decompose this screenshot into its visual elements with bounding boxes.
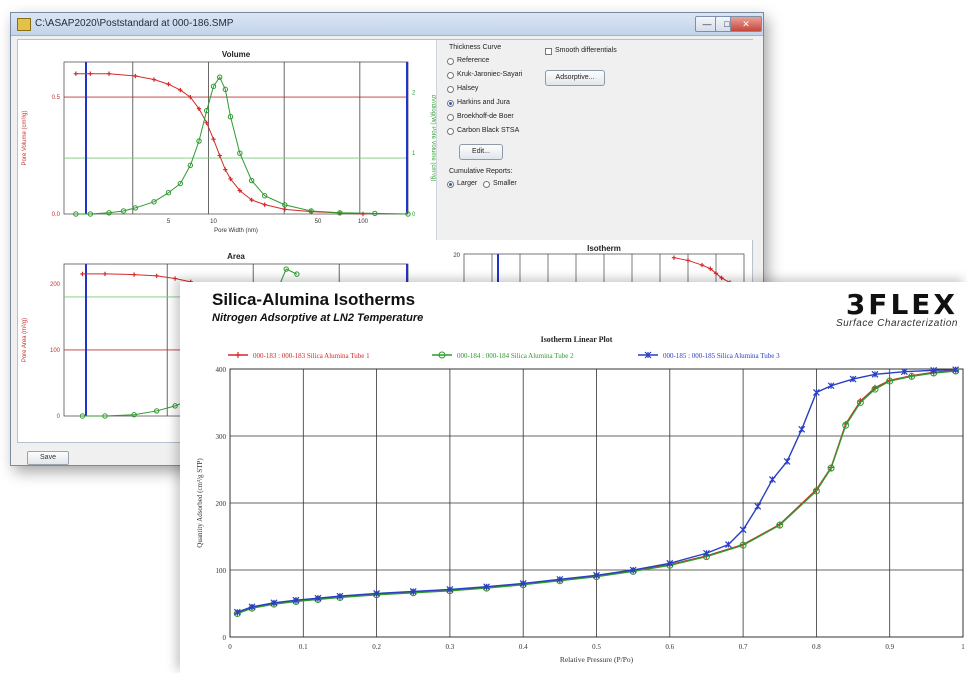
y-tick-label: 400 xyxy=(216,366,227,374)
y-tick-label: 0.5 xyxy=(52,95,61,101)
thickness-radio[interactable] xyxy=(447,86,454,93)
x-tick-label: 0 xyxy=(228,643,232,651)
brand-logo: 3FLEX Surface Characterization xyxy=(794,288,964,332)
volume-chart: Volume 5 10 50 100 0.0 0.5 0 1 2 Pore Width (nm) Po… xyxy=(18,40,438,240)
y-tick-label: 20 xyxy=(453,253,460,259)
y-tick-label: 200 xyxy=(50,282,61,288)
x-tick-label: 10 xyxy=(210,219,217,225)
x-tick-label: 0.4 xyxy=(519,643,528,651)
thickness-curve-title: Thickness Curve xyxy=(449,44,501,51)
y-tick-label: 200 xyxy=(216,500,227,508)
x-tick-label: 1 xyxy=(961,643,965,651)
thickness-radio[interactable] xyxy=(447,58,454,65)
y2-tick-label: 0 xyxy=(412,212,416,218)
y-tick-label: 0 xyxy=(223,634,227,642)
chart-title: Isotherm Linear Plot xyxy=(541,335,613,344)
adsorptive-button[interactable]: Adsorptive... xyxy=(545,70,605,86)
report-subtitle: Nitrogen Adsorptive at LN2 Temperature xyxy=(212,312,423,324)
cumulative-smaller-label: Smaller xyxy=(493,180,517,187)
app-icon xyxy=(17,18,31,31)
thickness-radio[interactable] xyxy=(447,128,454,135)
thickness-option-label: Kruk-Jaroniec-Sayari xyxy=(457,71,522,78)
window-title: C:\ASAP2020\Poststandard at 000-186.SMP xyxy=(35,18,233,29)
chart-title: Volume xyxy=(222,50,251,59)
report-title: Silica-Alumina Isotherms xyxy=(212,290,415,310)
x-tick-label: 0.7 xyxy=(739,643,748,651)
smooth-differentials-checkbox[interactable] xyxy=(545,48,552,55)
thickness-option-label: Carbon Black STSA xyxy=(457,127,519,134)
y2-tick-label: 1 xyxy=(412,151,416,157)
brand-name: 3FLEX xyxy=(846,288,958,321)
legend-entry: 000-184 : 000-184 Silica Alumina Tube 2 xyxy=(457,352,574,360)
y-axis-label: Pore Area (m²/g) xyxy=(22,318,28,362)
thickness-option-label: Halsey xyxy=(457,85,478,92)
legend-entry: 000-185 : 000-185 Silica Alumina Tube 3 xyxy=(663,352,780,360)
control-panel: Thickness Curve Reference Kruk-Jaroniec-S… xyxy=(436,40,753,240)
thickness-option-label: Broekhoff-de Boer xyxy=(457,113,514,120)
brand-tagline: Surface Characterization xyxy=(836,318,958,329)
cumulative-smaller-radio[interactable] xyxy=(483,181,490,188)
thickness-radio[interactable] xyxy=(447,100,454,107)
x-tick-label: 0.5 xyxy=(592,643,601,651)
y-tick-label: 100 xyxy=(50,348,61,354)
chart-title: Area xyxy=(227,252,245,261)
chart-title: Isotherm xyxy=(587,244,621,253)
cumulative-larger-radio[interactable] xyxy=(447,181,454,188)
thickness-option-label: Reference xyxy=(457,57,489,64)
x-tick-label: 5 xyxy=(167,219,171,225)
y-tick-label: 300 xyxy=(216,433,227,441)
x-tick-label: 0.3 xyxy=(446,643,455,651)
thickness-radio[interactable] xyxy=(447,72,454,79)
cumulative-reports-title: Cumulative Reports: xyxy=(449,168,512,175)
y-axis-label: Quantity Adsorbed (cm³/g STP) xyxy=(196,458,204,548)
thickness-option-label: Harkins and Jura xyxy=(457,99,510,106)
cumulative-larger-label: Larger xyxy=(457,180,477,187)
close-button[interactable]: ✕ xyxy=(730,16,762,32)
y-tick-label: 0 xyxy=(57,414,61,420)
x-tick-label: 0.1 xyxy=(299,643,308,651)
smooth-differentials-label: Smooth differentials xyxy=(555,47,617,54)
y-tick-label: 0.0 xyxy=(52,212,61,218)
edit-button[interactable]: Edit... xyxy=(459,144,503,160)
x-axis-label: Pore Width (nm) xyxy=(214,228,258,234)
data-point xyxy=(235,352,241,358)
x-tick-label: 0.2 xyxy=(372,643,381,651)
y-axis-label: Pore Volume (cm³/g) xyxy=(22,110,28,165)
isotherm-linear-plot: Isotherm Linear Plot 000-183 : 000-183 Si… xyxy=(180,332,967,673)
save-button[interactable]: Save xyxy=(27,451,69,465)
thickness-radio[interactable] xyxy=(447,114,454,121)
y-tick-label: 100 xyxy=(216,567,227,575)
y2-tick-label: 2 xyxy=(412,90,416,96)
isotherm-report: Silica-Alumina Isotherms Nitrogen Adsorp… xyxy=(180,282,967,673)
window-titlebar[interactable]: C:\ASAP2020\Poststandard at 000-186.SMP … xyxy=(11,13,763,36)
x-tick-label: 100 xyxy=(358,219,369,225)
x-tick-label: 50 xyxy=(315,219,322,225)
x-tick-label: 0.8 xyxy=(812,643,821,651)
x-tick-label: 0.6 xyxy=(665,643,674,651)
legend-entry: 000-183 : 000-183 Silica Alumina Tube 1 xyxy=(253,352,370,360)
x-axis-label: Relative Pressure (P/Po) xyxy=(560,655,634,664)
x-tick-label: 0.9 xyxy=(885,643,894,651)
